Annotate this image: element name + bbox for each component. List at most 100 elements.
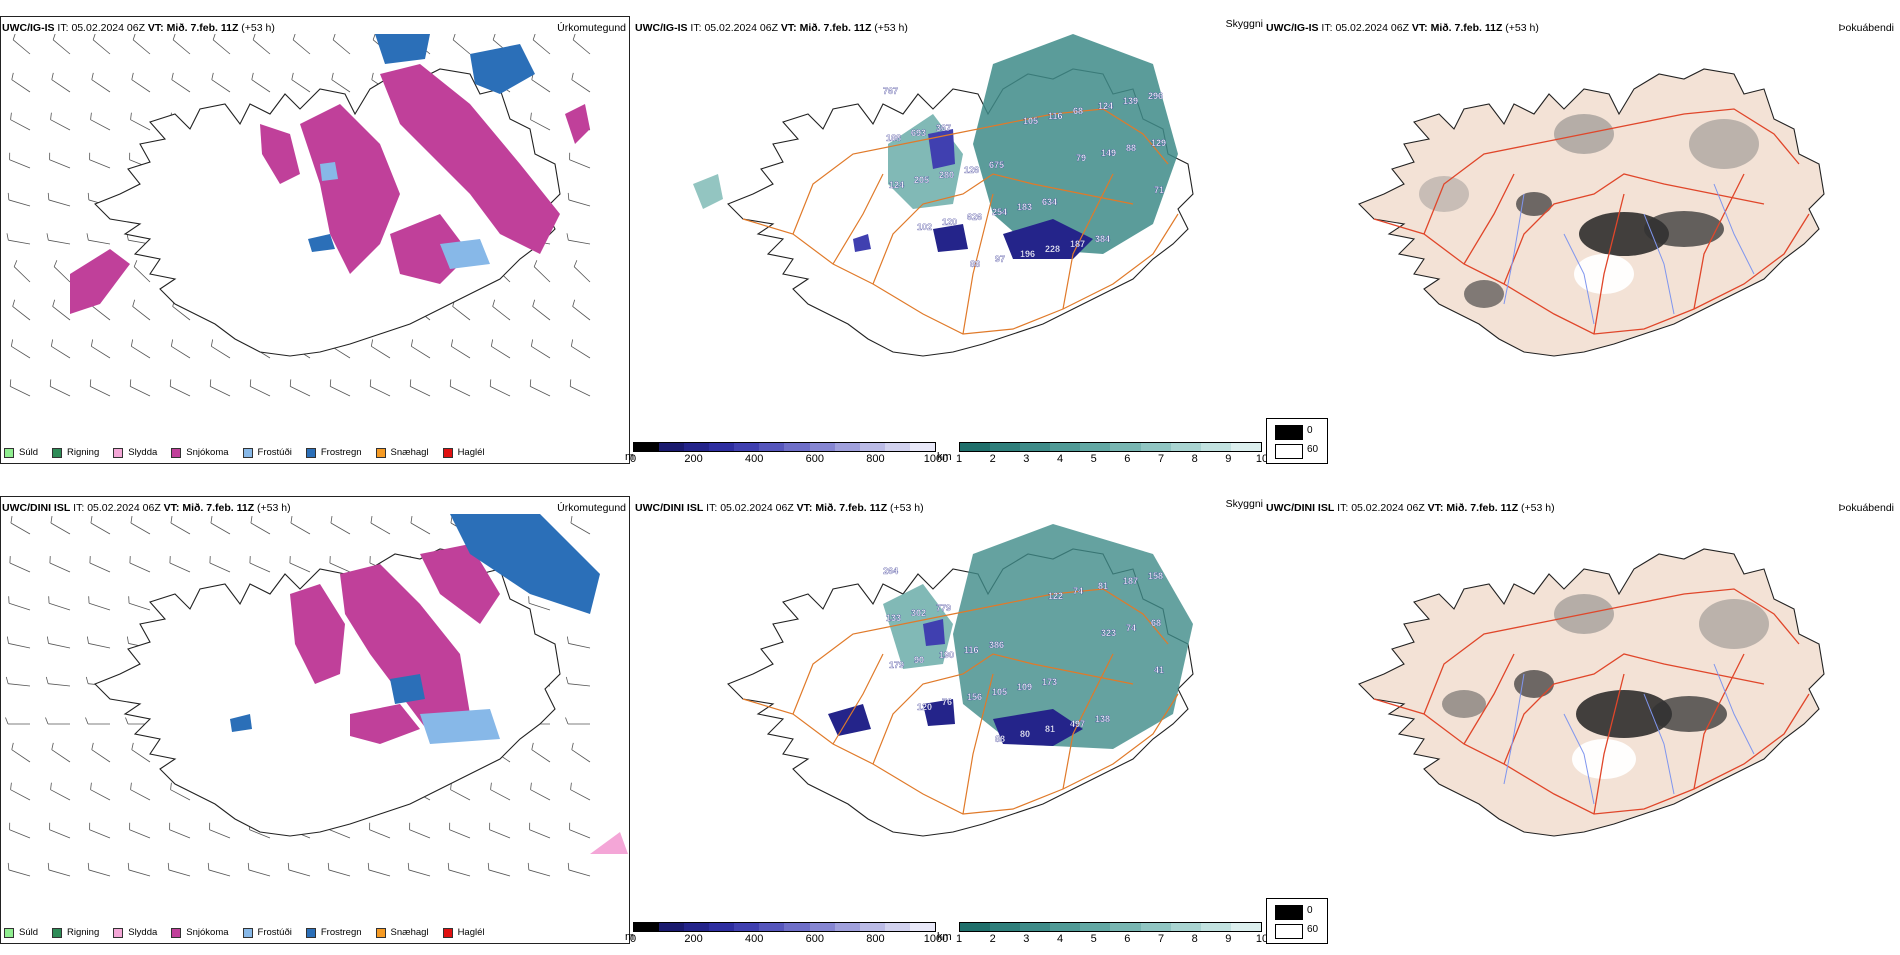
wind-barb: [371, 346, 390, 358]
ceiling-value-label: 97: [995, 254, 1005, 264]
ceiling-value-label: 124: [1098, 101, 1113, 111]
ceiling-value-label: 105: [1023, 116, 1038, 126]
ceiling-value-label: 302: [911, 608, 926, 618]
wind-barb-flag: [87, 233, 88, 240]
wind-barb-flag: [333, 34, 335, 40]
wind-barb-flag: [131, 516, 132, 523]
legend-swatch: [443, 928, 453, 938]
opaque-label: 0: [1307, 905, 1313, 916]
wind-barb: [491, 790, 510, 800]
wind-barb-flag: [488, 863, 489, 870]
legend-label: Snæhagl: [391, 447, 429, 458]
ceiling-value-label: 124: [889, 180, 904, 190]
legend-item: Snæhagl: [376, 447, 429, 458]
wind-barb: [530, 386, 550, 396]
wind-barb-flag: [211, 339, 212, 346]
wind-barb: [333, 40, 350, 54]
wind-barb-flag: [251, 516, 252, 523]
ceiling-value-label: 88: [1126, 143, 1136, 153]
wind-barb: [132, 80, 150, 92]
colorbar-cell: [835, 923, 860, 931]
wind-barb-flag: [5, 717, 8, 724]
wind-barb: [14, 267, 30, 282]
wind-barb: [531, 346, 550, 358]
wind-barb-flag: [371, 516, 372, 523]
fog-map: [1264, 514, 1894, 914]
wind-barb-flag: [93, 34, 95, 40]
wind-barb: [50, 563, 70, 572]
wind-barb-flag: [47, 233, 48, 240]
wind-barb-flag: [566, 677, 568, 684]
legend-label: Frostúði: [258, 447, 292, 458]
wind-barb-flag: [171, 783, 172, 790]
legend-swatch: [4, 928, 14, 938]
wind-barb-flag: [53, 34, 55, 40]
wind-barb-flag: [531, 339, 532, 346]
colorbar-tick-label: 2: [990, 453, 996, 465]
colorbar-tick-label: 7: [1158, 933, 1164, 945]
lead-time: (+53 h): [257, 502, 291, 514]
colorbar-tick-label: 9: [1225, 933, 1231, 945]
wind-barb-flag: [534, 260, 537, 266]
wind-barb: [133, 306, 150, 320]
wind-barb: [210, 386, 230, 396]
wind-barb-flag: [128, 863, 129, 870]
model-name: UWC/IG-IS: [635, 22, 688, 34]
visibility-colorbar-cells: [959, 442, 1262, 452]
wind-barb: [12, 750, 30, 762]
colorbar-cell: [990, 443, 1020, 451]
ceiling-value-label: 156: [967, 692, 982, 702]
ceiling-value-label: 126: [964, 165, 979, 175]
wind-barb: [131, 120, 150, 130]
wind-barb: [289, 870, 310, 876]
wind-barb: [411, 523, 430, 534]
init-time: 05.02.2024 06Z: [704, 22, 778, 34]
wind-barb: [91, 790, 110, 800]
wind-barb: [212, 80, 230, 92]
legend-label: Slydda: [128, 447, 157, 458]
wind-barb-flag: [50, 379, 51, 386]
wind-barb-flag: [292, 73, 294, 80]
wind-barb-flag: [571, 516, 572, 523]
wind-barb-flag: [8, 863, 9, 870]
model-name: UWC/DINI ISL: [2, 502, 70, 514]
wind-barb: [173, 40, 190, 54]
wind-barb: [49, 870, 70, 876]
panel-header: UWC/DINI ISL IT: 05.02.2024 06Z VT: Mið.…: [635, 502, 924, 514]
legend-swatch: [113, 448, 123, 458]
ceiling-value-label: 767: [883, 86, 898, 96]
wind-barb: [370, 386, 390, 396]
ceiling-value-label: 497: [1070, 719, 1085, 729]
wind-barb: [532, 750, 550, 762]
wind-barb: [131, 346, 150, 358]
wind-barb: [292, 80, 310, 92]
ceiling-value-label: 190: [939, 650, 954, 660]
colorbar-tick-label: 2: [990, 933, 996, 945]
legend-label: Snæhagl: [391, 927, 429, 938]
colorbar-tick-label: 5: [1091, 933, 1097, 945]
ceiling-value-label: 149: [1101, 148, 1116, 158]
colorbar-tick-label: 200: [684, 453, 702, 465]
wind-barb: [171, 790, 190, 800]
wind-barb: [91, 346, 110, 358]
wind-barb: [453, 40, 470, 54]
ceiling-value-label: 116: [1048, 111, 1063, 121]
legend-item: Súld: [4, 927, 38, 938]
wind-barb: [570, 386, 590, 396]
ceiling-value-label: 296: [1148, 91, 1163, 101]
colorbar-tick-label: 800: [866, 453, 884, 465]
wind-barb: [409, 870, 430, 876]
wind-barb-flag: [45, 717, 48, 724]
wind-barb: [10, 830, 30, 838]
visibility-ceiling-panel: UWC/DINI ISL IT: 05.02.2024 06Z VT: Mið.…: [633, 480, 1263, 950]
wind-barb-flag: [52, 73, 54, 80]
wind-barb: [369, 870, 390, 876]
colorbar-cell: [759, 923, 784, 931]
wind-barb: [533, 40, 550, 54]
wind-barb-flag: [567, 637, 568, 644]
wind-barb: [569, 870, 590, 876]
wind-barb: [52, 750, 70, 762]
colorbar-cell: [709, 923, 734, 931]
legend-swatch: [306, 928, 316, 938]
colorbar-cell: [810, 923, 835, 931]
